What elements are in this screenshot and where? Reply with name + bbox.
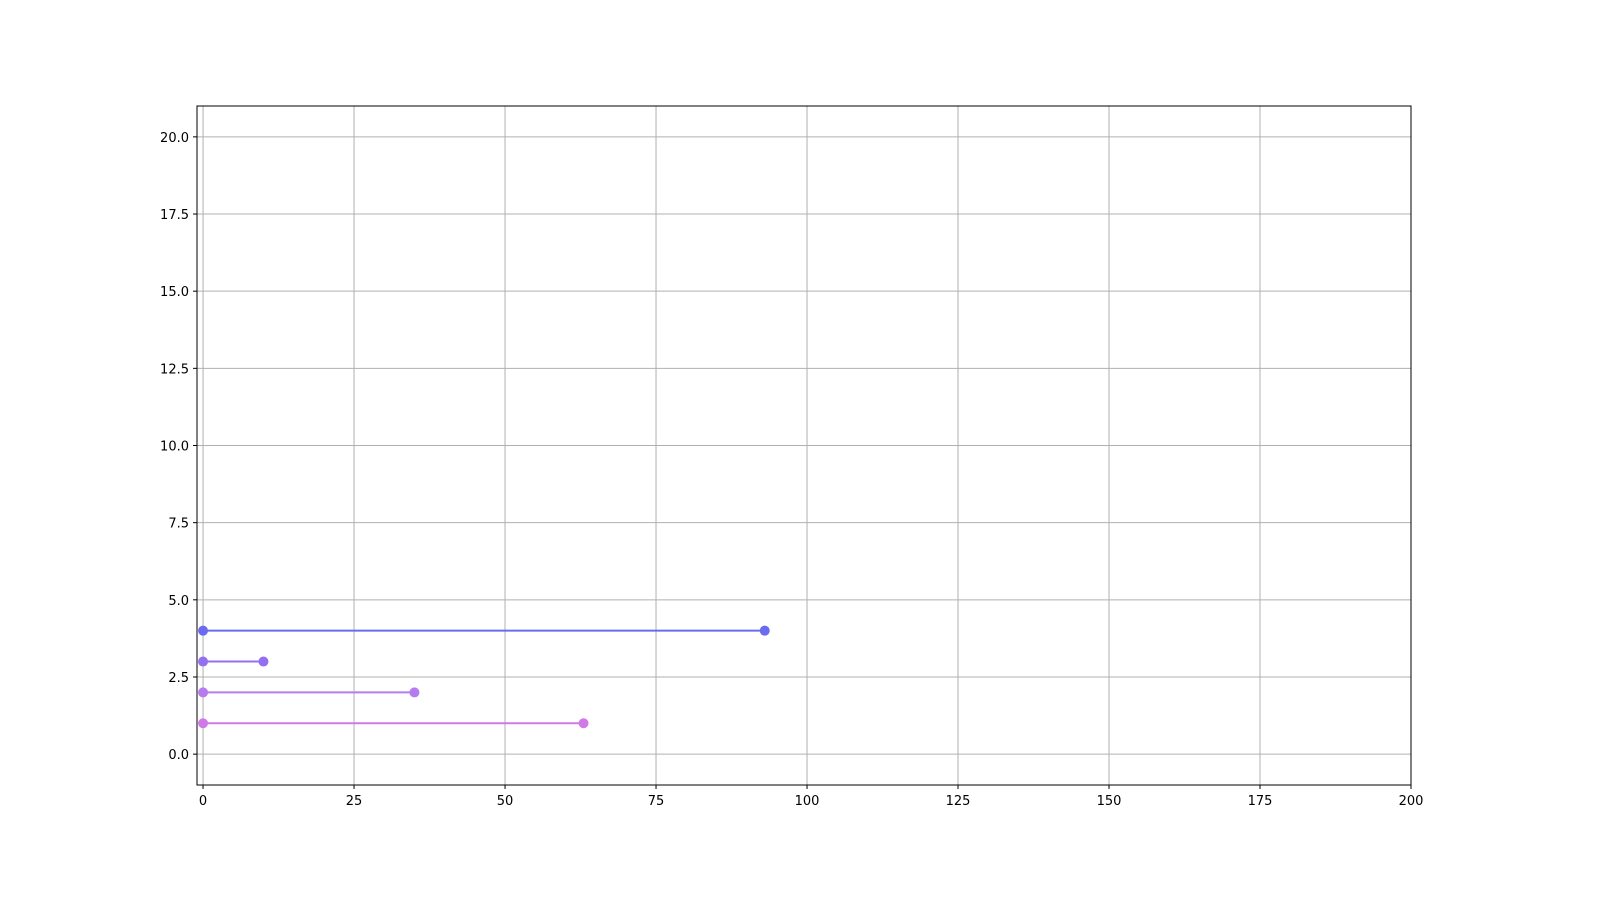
x-tick-label: 150 — [1097, 794, 1122, 809]
series-point-1 — [578, 718, 589, 729]
x-tick-label: 175 — [1248, 794, 1273, 809]
series-point-4 — [759, 625, 770, 636]
y-tick-label: 7.5 — [168, 517, 189, 532]
x-tick-label: 50 — [497, 794, 514, 809]
series-point-2 — [409, 687, 420, 698]
plot-frame — [196, 105, 1412, 786]
y-tick-label: 15.0 — [160, 285, 189, 300]
x-tick-label: 125 — [946, 794, 971, 809]
series-point-2 — [198, 687, 209, 698]
y-tick-label: 20.0 — [160, 131, 189, 146]
x-tick-label: 75 — [648, 794, 665, 809]
series-point-3 — [258, 656, 269, 667]
series-point-3 — [198, 656, 209, 667]
y-tick-label: 0.0 — [168, 748, 189, 763]
y-tick-label: 10.0 — [160, 440, 189, 455]
x-tick-label: 100 — [795, 794, 820, 809]
y-tick-label: 12.5 — [160, 362, 189, 377]
y-tick-label: 2.5 — [168, 671, 189, 686]
y-tick-label: 5.0 — [168, 594, 189, 609]
series-point-1 — [198, 718, 209, 729]
x-tick-label: 25 — [346, 794, 363, 809]
y-tick-label: 17.5 — [160, 208, 189, 223]
x-tick-label: 0 — [199, 794, 207, 809]
x-tick-label: 200 — [1399, 794, 1424, 809]
series-point-4 — [198, 625, 209, 636]
